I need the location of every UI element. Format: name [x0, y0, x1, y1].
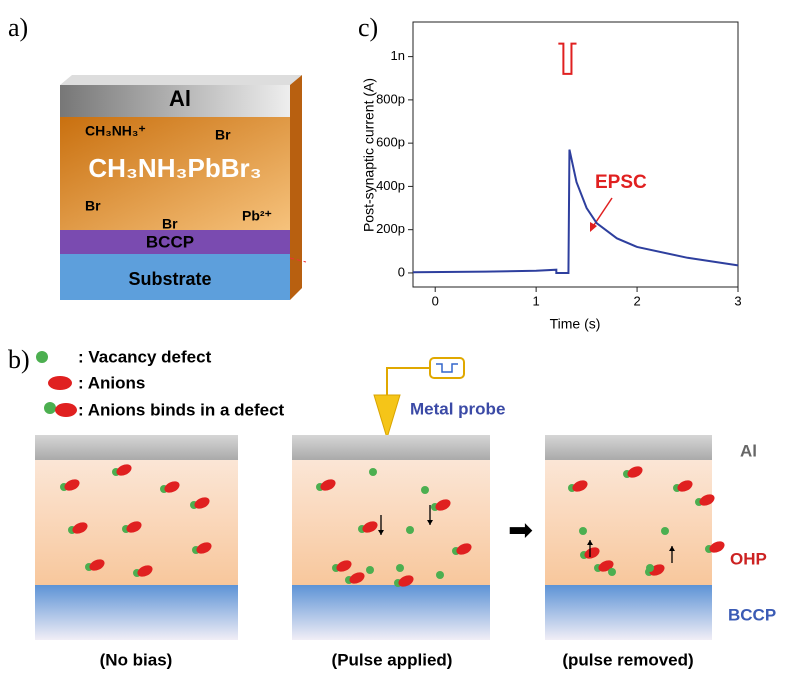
layer-label: Substrate	[128, 269, 211, 289]
anion	[194, 497, 210, 509]
anion	[349, 572, 365, 584]
bccp-layer	[545, 585, 712, 640]
y-tick-label: 400p	[376, 178, 405, 193]
motion-arrow	[378, 530, 384, 535]
anion	[627, 466, 643, 478]
bccp-layer	[292, 585, 490, 640]
legend-icon	[44, 402, 56, 414]
x-axis-title: Time (s)	[550, 316, 601, 332]
motion-arrow	[587, 540, 593, 545]
ion-label: Pb²⁺	[242, 208, 272, 224]
caption: (No bias)	[100, 650, 173, 669]
layer-label: CH₃NH₃PbBr₃	[88, 153, 261, 183]
plot-frame	[412, 21, 739, 288]
annotation: EPSC	[595, 172, 647, 193]
vacancy	[436, 571, 444, 579]
motion-arrow	[427, 520, 433, 525]
motion-arrow	[669, 546, 675, 551]
vacancy	[366, 566, 374, 574]
ohp-layer	[545, 460, 712, 585]
panel-label: b)	[8, 345, 30, 374]
legend-icon	[36, 351, 48, 363]
ion-label: Br	[85, 198, 101, 214]
panel-label: a)	[8, 13, 28, 42]
probe-label: Metal probe	[410, 399, 505, 418]
vacancy	[421, 486, 429, 494]
legend-text: : Anions	[78, 373, 145, 392]
layer-label: Al	[169, 86, 191, 111]
layer-label: OHP	[730, 549, 767, 568]
anion	[456, 543, 472, 555]
series-line	[558, 42, 577, 75]
al-layer	[292, 435, 490, 460]
caption: (Pulse applied)	[332, 650, 453, 669]
al-layer	[545, 435, 712, 460]
anion	[336, 560, 352, 572]
layer-label: BCCP	[146, 232, 194, 251]
series-line	[412, 149, 739, 274]
annotation-arrow	[590, 222, 597, 232]
anion	[572, 480, 588, 492]
vacancy	[579, 527, 587, 535]
vacancy	[369, 468, 377, 476]
anion	[72, 522, 88, 534]
layer-label: Al	[740, 441, 757, 460]
anion	[137, 565, 153, 577]
x-tick-label: 3	[734, 293, 741, 308]
vacancy	[661, 527, 669, 535]
anion	[126, 521, 142, 533]
arrow: ➡	[508, 514, 533, 547]
anion	[196, 542, 212, 554]
legend-icon	[55, 403, 77, 417]
anion	[116, 464, 132, 476]
ion-label: CH₃NH₃⁺	[85, 123, 146, 139]
y-axis-title: Post-synaptic current (A)	[361, 78, 377, 232]
device-cube	[60, 75, 307, 300]
vacancy	[646, 564, 654, 572]
ion-label: Br	[162, 216, 178, 232]
layer-label: BCCP	[728, 605, 776, 624]
anion	[677, 480, 693, 492]
anion	[164, 481, 180, 493]
anion	[699, 494, 715, 506]
legend-text: : Vacancy defect	[78, 347, 212, 366]
metal-probe	[373, 357, 465, 440]
anion	[709, 541, 725, 553]
annotation-arrow	[591, 197, 613, 229]
y-tick-label: 200p	[376, 221, 405, 236]
y-tick-label: 1n	[391, 48, 405, 63]
anion	[89, 559, 105, 571]
y-tick-label: 0	[398, 264, 405, 279]
ion-label: Br	[215, 127, 231, 143]
anion	[362, 521, 378, 533]
caption: (pulse removed)	[562, 650, 693, 669]
vacancy	[406, 526, 414, 534]
anion	[64, 479, 80, 491]
panel-label: c)	[358, 13, 378, 42]
anion	[320, 479, 336, 491]
legend-text: : Anions binds in a defect	[78, 400, 285, 419]
y-tick-label: 600p	[376, 135, 405, 150]
device-cross-sections	[35, 435, 725, 640]
anion	[398, 575, 414, 587]
y-tick-label: 800p	[376, 91, 405, 106]
vacancy	[608, 568, 616, 576]
vacancy	[396, 564, 404, 572]
anion	[584, 547, 600, 559]
bccp-layer	[35, 585, 238, 640]
x-tick-label: 2	[633, 293, 640, 308]
legend-icon	[48, 376, 72, 390]
x-tick-label: 1	[533, 293, 540, 308]
ohp-layer	[292, 460, 490, 585]
x-tick-label: 0	[432, 293, 439, 308]
al-layer	[35, 435, 238, 460]
anion	[435, 499, 451, 511]
